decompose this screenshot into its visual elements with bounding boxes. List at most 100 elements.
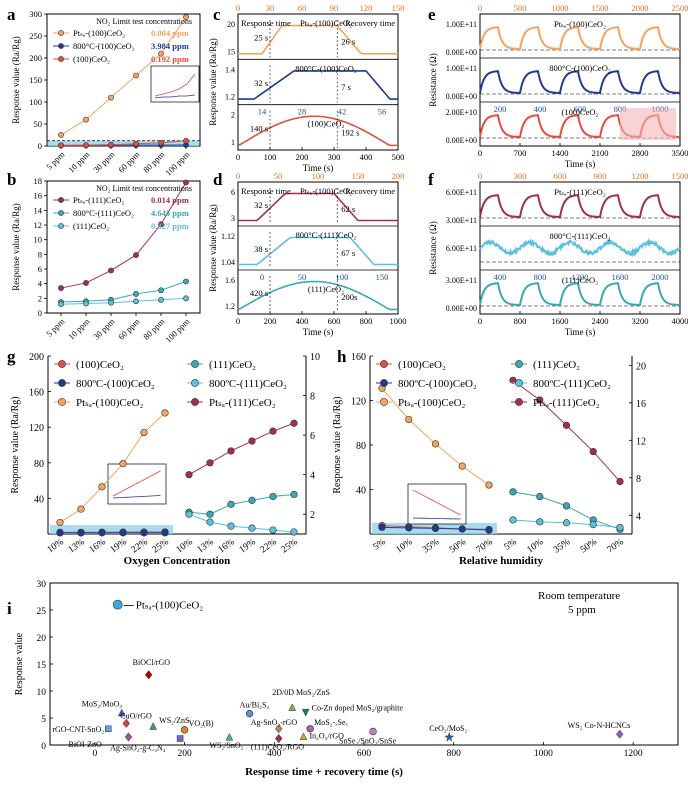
panel-a: 0 50 100 150 200 250 300 5 ppm 10 ppm 30 ppm 60 pp… [11, 9, 200, 178]
x-tick-label: 30 ppm [91, 149, 117, 175]
x-tick-label: 5 ppm [44, 149, 67, 172]
response-time-title: Response time [241, 18, 291, 28]
legend-swatch-marker [380, 379, 387, 386]
y-tick-label: 6.00E+11 [446, 244, 477, 253]
y-tick-label: 5 [41, 715, 46, 725]
scatter-point [302, 709, 309, 716]
x-tick-label: 3500 [672, 148, 688, 158]
data-point [249, 438, 256, 445]
data-point [183, 279, 188, 284]
top-axis-label: 1200 [632, 171, 649, 181]
data-point [486, 482, 493, 489]
data-point [270, 493, 277, 500]
data-point [141, 530, 148, 537]
y-tick-label: 0.00E+00 [446, 92, 477, 101]
scatter-point [616, 730, 623, 738]
y-tick-label: 1.00E+11 [446, 20, 477, 29]
point-label: MoS₂-ₓSeₓ [314, 718, 348, 727]
x-tick-label: 35% [552, 537, 572, 555]
y-tick-label: 1 [231, 138, 235, 147]
y-tick-label: 15 [37, 661, 47, 671]
top-axis-label: 100 [312, 171, 325, 181]
data-point [120, 460, 127, 467]
x-tick-label: 5 ppm [44, 316, 67, 339]
chart-title: Room temperature [538, 590, 620, 602]
subplot-label: (100)CeO₂ [562, 107, 599, 117]
data-point [158, 140, 163, 145]
legend-title: NO₂ Limit test concentrations [96, 17, 192, 26]
x-tick-label: 100 ppm [163, 316, 192, 345]
y-tick-label-right: 4 [310, 471, 315, 482]
resistance-curve [480, 241, 680, 255]
y-axis-label: Response value (Ra/Rg) [11, 36, 21, 123]
resistance-curve [480, 71, 680, 93]
data-point [228, 501, 235, 508]
data-point [207, 511, 214, 518]
data-point [186, 471, 193, 478]
y-tick-label: 200 [29, 352, 44, 363]
data-point [536, 493, 543, 500]
x-tick-label: 400 [296, 316, 309, 326]
point-label: MoS₂/MoO₃ [82, 700, 122, 709]
x-tick-label: 19% [238, 537, 258, 555]
y-tick-label-right: 8 [636, 474, 641, 485]
top-axis-label: 1500 [672, 171, 688, 181]
data-point [207, 460, 214, 467]
data-point [590, 448, 597, 455]
legend-label: 800ºC-(100)CeO₂ [398, 378, 477, 390]
figure: abcdefg hi0501001502002503005 ppm 10 ppm 30… [0, 0, 688, 799]
legend-label: (111)CeO₂ [209, 359, 256, 371]
x-tick-label: 22% [259, 537, 279, 555]
data-point [186, 511, 193, 518]
y-tick-label: 150 [29, 75, 42, 85]
mid-axis-label: 200 [494, 104, 507, 114]
point-label: BiOI-ZnO [69, 740, 103, 749]
point-label: Ag-SnO₂-g-C₃N₄ [110, 744, 166, 753]
data-point [158, 297, 163, 302]
x-tick-label: 800 [447, 749, 462, 759]
y-tick-label: 120 [351, 397, 366, 408]
data-point [83, 143, 88, 148]
data-point [249, 497, 256, 504]
legend-swatch-marker [515, 360, 522, 367]
x-tick-label: 50% [579, 537, 599, 555]
data-point [590, 521, 597, 528]
y-axis-label: Response value (Ra/Rg) [332, 396, 343, 493]
data-point [108, 268, 113, 273]
legend-label: Ptₛₐ-(111)CeO₂ [533, 397, 600, 409]
legend-swatch-marker [58, 223, 63, 228]
data-point [108, 300, 113, 305]
mid-axis-label: 800 [534, 272, 547, 282]
subplot-label: Ptₛₐ-(100)CeO₂ [554, 19, 606, 29]
data-point [249, 525, 256, 532]
x-tick-label: 30 ppm [91, 316, 117, 342]
x-axis-label: Oxygen Concentration [124, 555, 231, 567]
data-point [133, 73, 138, 78]
y-tick-label-right: 4 [636, 511, 641, 522]
mid-axis-label: 400 [534, 104, 547, 114]
y-tick-label: 1.2 [225, 93, 235, 102]
scatter-point [289, 704, 296, 711]
legend-label: 800ºC-(111)CeO₂ [533, 378, 611, 390]
x-tick-label: 2400 [592, 316, 609, 326]
data-point [459, 526, 466, 533]
y-tick-label: 80 [34, 459, 44, 470]
x-tick-label: 10 ppm [66, 316, 92, 342]
top-axis-label: 50 [274, 171, 283, 181]
x-tick-label: 16% [217, 537, 237, 555]
legend-swatch-marker [515, 379, 522, 386]
y-tick-label-right: 16 [636, 399, 646, 410]
highlight-region [620, 108, 676, 140]
resistance-curve [480, 27, 680, 49]
data-point [99, 530, 106, 537]
panel-h: 4080120160481216205% 5%10% 10%35% 35%50% 50%… [332, 352, 646, 567]
y-tick-label: 20 [227, 20, 235, 29]
legend-label: 800ºC-(111)CeO₂ [209, 378, 287, 390]
panel-d: 0 50 100 150 2000 200 400 600 800 1000Time (s)Res… [208, 171, 407, 337]
point-label: CeO₂/MoS₂ [429, 724, 467, 733]
x-tick-label: 25% [280, 537, 300, 555]
data-point [99, 484, 106, 491]
legend-label: Ptₛₐ-(100)CeO₂ [73, 28, 125, 38]
data-point [162, 530, 169, 537]
y-axis-label: Resistance (Ω) [428, 221, 438, 274]
